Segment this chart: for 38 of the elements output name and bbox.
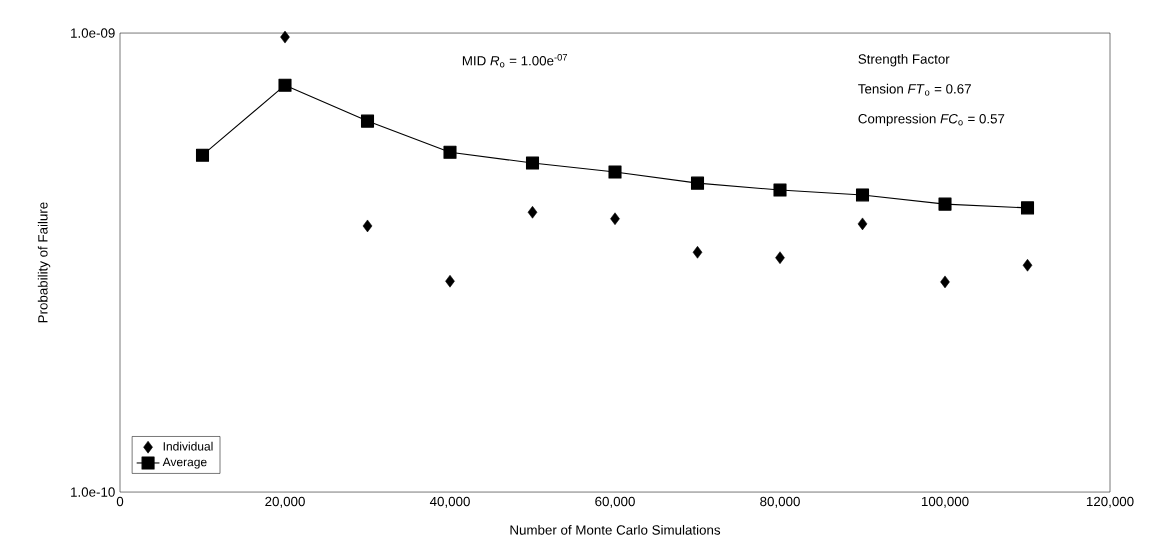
x-tick-label: 100,000 — [921, 496, 969, 508]
point — [360, 114, 375, 128]
x-tick-label: 120,000 — [1086, 496, 1134, 508]
point — [195, 148, 210, 162]
point — [278, 78, 292, 92]
point — [445, 274, 455, 288]
point — [1020, 201, 1035, 215]
point — [692, 246, 703, 259]
x-axis-title: Number of Monte Carlo Simulations — [510, 524, 721, 535]
legend-label: Average — [162, 457, 207, 469]
point — [938, 197, 952, 211]
x-tick-label: 60,000 — [595, 496, 635, 508]
x-tick-label: 20,000 — [265, 496, 305, 508]
legend-label: Individual — [163, 441, 213, 451]
point — [610, 212, 620, 226]
point — [443, 145, 457, 159]
point — [773, 183, 787, 197]
point — [527, 205, 538, 219]
point — [1022, 258, 1033, 272]
y-tick-label: 1.0e-09 — [71, 28, 115, 38]
annotation: Compression FC$_{o}$ = 0.57 — [858, 113, 1005, 127]
point — [280, 30, 290, 44]
point — [940, 275, 950, 289]
annotation: MID R$_{o}$ = 1.00e$^{-07}$ — [462, 53, 568, 68]
point — [362, 219, 373, 233]
point — [525, 156, 540, 170]
point — [775, 251, 785, 264]
annotation: Tension FT$_{o}$ = 0.67 — [858, 83, 971, 96]
point — [855, 188, 870, 202]
x-tick-label: 80,000 — [760, 496, 800, 508]
x-tick-label: 0 — [116, 496, 124, 507]
point — [690, 176, 705, 190]
x-tick-label: 40,000 — [429, 496, 470, 508]
y-tick-label: 1.0e-10 — [71, 487, 115, 497]
point — [857, 217, 868, 231]
annotation: Strength Factor — [858, 53, 950, 67]
y-axis-title: Probability of Failure — [37, 202, 51, 323]
point — [608, 165, 622, 179]
